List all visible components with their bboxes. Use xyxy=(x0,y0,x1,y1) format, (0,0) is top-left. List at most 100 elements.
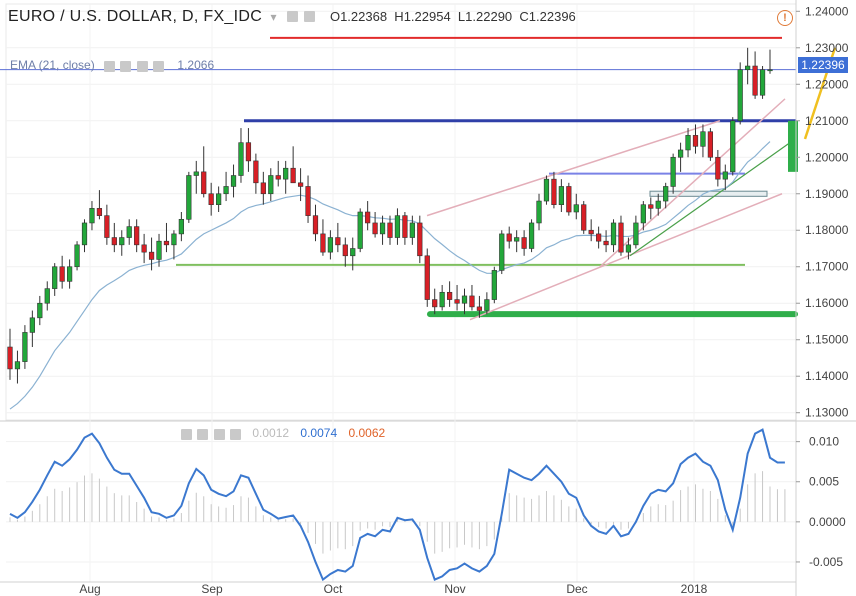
candle-body xyxy=(454,299,460,304)
plus-icon[interactable] xyxy=(136,61,148,73)
candle xyxy=(715,149,721,187)
candle xyxy=(275,160,281,187)
square-icon[interactable] xyxy=(213,429,225,441)
candle xyxy=(268,168,274,202)
indicator-toolbar xyxy=(181,427,243,441)
symbol-title[interactable]: EURO / U.S. DOLLAR, D, FX_IDC xyxy=(8,8,263,26)
candle xyxy=(499,230,505,275)
rising-trendline xyxy=(629,142,791,257)
candle-body xyxy=(238,142,244,176)
chevron-down-icon[interactable]: ▾ xyxy=(270,10,277,25)
candle-body xyxy=(476,306,483,311)
candle xyxy=(201,146,207,198)
candle xyxy=(603,230,609,253)
candle xyxy=(618,215,624,256)
candle xyxy=(126,219,132,245)
candle xyxy=(610,219,617,253)
close-value: 1.22396 xyxy=(528,9,576,25)
candle-body xyxy=(96,208,103,216)
candle-body xyxy=(111,237,117,246)
candle-body xyxy=(655,200,661,209)
candle xyxy=(111,222,117,253)
candle-body xyxy=(528,222,535,249)
candle xyxy=(223,171,229,202)
candle xyxy=(551,171,557,209)
candle xyxy=(491,266,497,304)
candle xyxy=(745,47,751,85)
header-toolbar xyxy=(287,8,317,26)
close-label: C xyxy=(519,9,529,25)
candle-body xyxy=(722,171,728,180)
candle xyxy=(372,212,378,238)
close-icon[interactable] xyxy=(230,429,242,441)
candle xyxy=(528,219,535,253)
oscillator-pane xyxy=(9,428,786,582)
ema-legend: EMA (21, close) 1.2066 xyxy=(10,58,214,73)
candle-body xyxy=(670,156,676,187)
candle xyxy=(663,182,669,209)
candle xyxy=(402,212,408,245)
candle xyxy=(588,219,594,242)
candle-body xyxy=(260,182,266,195)
candle-body xyxy=(22,332,28,362)
gear-icon[interactable] xyxy=(197,429,209,441)
candle xyxy=(245,128,252,172)
osc-tick-label: 0.0000 xyxy=(809,515,846,529)
osc-tick-label: -0.005 xyxy=(809,555,843,569)
candle xyxy=(357,208,363,253)
candle xyxy=(625,237,632,260)
low-label: L xyxy=(457,9,466,25)
x-tick-label: Oct xyxy=(324,582,343,596)
candle-body xyxy=(327,237,334,253)
candle xyxy=(14,350,21,384)
candle xyxy=(365,201,371,231)
candle-body xyxy=(394,215,401,238)
candle xyxy=(379,215,386,245)
close-icon[interactable] xyxy=(153,61,165,73)
gear-icon[interactable] xyxy=(120,61,132,73)
candle xyxy=(439,284,445,311)
candle-body xyxy=(320,233,326,253)
candle-body xyxy=(201,171,207,195)
ema-label[interactable]: EMA (21, close) xyxy=(10,58,95,72)
candle xyxy=(119,230,125,256)
candle xyxy=(417,215,423,264)
candle-body xyxy=(305,186,311,216)
candle xyxy=(685,128,691,158)
candle xyxy=(230,164,237,198)
candle-body xyxy=(521,237,527,249)
candle-body xyxy=(409,222,415,238)
candle xyxy=(335,222,341,253)
candle xyxy=(290,146,296,184)
candle xyxy=(655,193,661,216)
gear-icon[interactable] xyxy=(304,11,316,23)
candle-body xyxy=(573,204,579,213)
y-tick-label: 1.18000 xyxy=(805,223,849,237)
candle-body xyxy=(581,204,587,231)
eye-icon[interactable] xyxy=(104,61,116,73)
candle xyxy=(22,325,28,369)
eye-icon[interactable] xyxy=(181,429,192,441)
candles xyxy=(7,47,773,384)
candle-body xyxy=(171,233,177,246)
candle-body xyxy=(439,291,445,308)
warning-icon[interactable]: ! xyxy=(777,10,793,26)
y-tick-label: 1.16000 xyxy=(805,296,849,310)
target-marker xyxy=(788,120,798,172)
x-tick-label: Aug xyxy=(79,582,100,596)
x-tick-label: 2018 xyxy=(681,582,708,596)
candle-body xyxy=(119,237,125,246)
eye-icon[interactable] xyxy=(287,11,299,23)
candle xyxy=(342,237,348,267)
candle xyxy=(52,263,58,296)
candle xyxy=(454,284,460,311)
candle xyxy=(446,281,453,307)
candle xyxy=(394,208,401,245)
candle-body xyxy=(759,69,766,96)
candle-body xyxy=(37,302,43,319)
candle xyxy=(432,288,438,315)
candle-body xyxy=(424,255,430,300)
candle-body xyxy=(335,237,341,246)
candle xyxy=(387,215,393,245)
